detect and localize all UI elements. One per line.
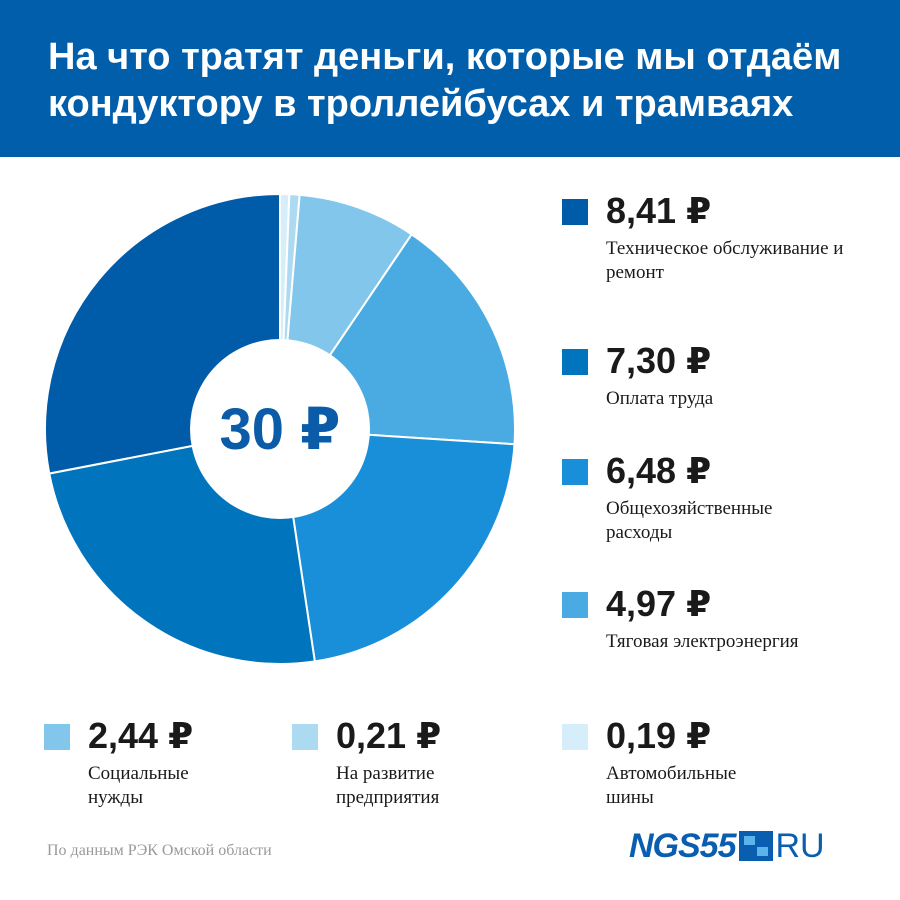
ngs55-logo: NGS55 RU [629, 826, 825, 866]
donut-center-total: 30 ₽ [220, 397, 341, 462]
legend-swatch [562, 349, 588, 375]
legend-label: Общехозяйственные расходы [606, 498, 773, 543]
legend-value: 2,44 ₽ [88, 715, 194, 756]
legend-value: 0,21 ₽ [336, 715, 442, 756]
logo-wordmark: NGS55 [629, 826, 736, 865]
chart-title: На что тратят деньги, которые мы отдаём … [48, 36, 842, 125]
legend-label: На развитие предприятия [336, 763, 440, 808]
legend-swatch [562, 459, 588, 485]
legend-label: Социальные нужды [88, 763, 189, 808]
legend-swatch [562, 724, 588, 750]
legend-swatch [44, 724, 70, 750]
legend-label: Автомобильные шины [606, 763, 737, 808]
header-banner: На что тратят деньги, которые мы отдаём … [0, 0, 900, 157]
legend-label: Техническое обслуживание и ремонт [606, 238, 844, 283]
legend-value: 8,41 ₽ [606, 190, 712, 231]
legend-label: Оплата труда [606, 388, 714, 409]
source-note: По данным РЭК Омской области [47, 842, 272, 859]
legend-value: 6,48 ₽ [606, 450, 712, 491]
legend-swatch [292, 724, 318, 750]
donut-hole [190, 339, 370, 519]
legend-value: 0,19 ₽ [606, 715, 712, 756]
legend-swatch [562, 592, 588, 618]
legend-value: 4,97 ₽ [606, 583, 712, 624]
donut-chart: 30 ₽ [44, 192, 516, 665]
logo-square-icon [738, 831, 773, 861]
legend-value: 7,30 ₽ [606, 340, 712, 381]
legend-swatch [562, 199, 588, 225]
logo-domain: RU [775, 826, 825, 865]
legend-label: Тяговая электроэнергия [606, 631, 799, 652]
